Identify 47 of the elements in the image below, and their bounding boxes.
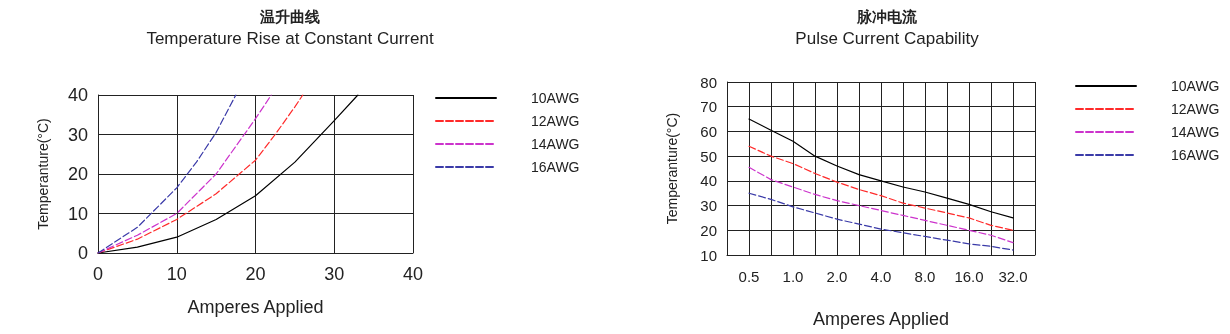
x-tick-label: 0 (92, 264, 104, 284)
y-tick-label: 60 (700, 122, 717, 140)
x-tick-label: 2.0 (826, 268, 848, 285)
x-tick-label: 16.0 (954, 268, 984, 285)
line-series (748, 192, 1014, 251)
x-tick-label: 10 (166, 264, 187, 284)
text: 12AWG (531, 113, 580, 129)
y-tick-label: 30 (67, 124, 88, 145)
x-axis-title: Amperes Applied (812, 309, 950, 329)
y-tick-label: 80 (700, 73, 717, 91)
line-series (748, 166, 1014, 244)
x-tick-label: 40 (402, 264, 424, 284)
text: 14AWG (1171, 124, 1220, 140)
x-tick-label: 20 (245, 264, 266, 284)
text: 16AWG (1171, 147, 1220, 163)
line-series (97, 94, 272, 254)
chart-title: 温升曲线 (259, 8, 320, 25)
line-series (748, 145, 1014, 231)
y-tick-label: 70 (700, 98, 717, 116)
text: 10AWG (1171, 78, 1220, 94)
text: 10AWG (531, 90, 580, 106)
text: 12AWG (1171, 101, 1220, 117)
line-series (97, 94, 237, 254)
y-axis-title: Temperanture(°C) (35, 118, 51, 230)
chart-title: 脉冲电流 (856, 8, 918, 25)
x-tick-label: 4.0 (870, 268, 892, 285)
y-tick-label: 10 (700, 246, 717, 264)
y-tick-label: 40 (67, 85, 88, 105)
x-tick-label: 32.0 (998, 268, 1028, 285)
chart-subtitle: Temperature Rise at Constant Current (146, 29, 434, 48)
y-axis-title: Temperanture(°C) (664, 112, 680, 225)
x-axis-title: Amperes Applied (187, 297, 324, 317)
y-tick-label: 40 (700, 172, 717, 190)
line-series (748, 118, 1014, 219)
chart-subtitle: Pulse Current Capability (795, 29, 980, 48)
text: 16AWG (531, 159, 580, 175)
y-tick-label: 0 (77, 243, 88, 263)
x-tick-label: 0.5 (738, 268, 760, 285)
x-tick-label: 8.0 (914, 268, 936, 285)
text: 14AWG (531, 136, 580, 152)
y-tick-label: 30 (700, 197, 717, 215)
y-tick-label: 50 (700, 147, 717, 165)
y-tick-label: 20 (700, 221, 717, 239)
x-tick-label: 30 (324, 264, 345, 284)
y-tick-label: 10 (67, 203, 88, 224)
x-tick-label: 1.0 (782, 268, 804, 285)
y-tick-label: 20 (67, 164, 88, 184)
